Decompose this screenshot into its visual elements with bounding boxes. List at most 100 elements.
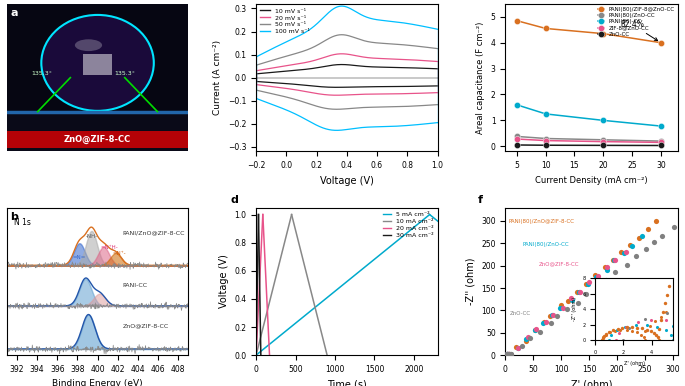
Point xyxy=(591,273,602,279)
Point xyxy=(501,352,512,358)
Point xyxy=(593,273,603,279)
Point xyxy=(525,335,536,341)
PANI(80)/ZIF-8@ZnO-CC xyxy=(657,41,665,45)
Point xyxy=(650,218,661,224)
Point xyxy=(506,352,516,358)
Text: 82.4%: 82.4% xyxy=(621,20,658,41)
Text: =N⁺-: =N⁺- xyxy=(112,252,126,257)
Point xyxy=(501,351,512,357)
Point xyxy=(502,351,513,357)
Text: d: d xyxy=(231,195,238,205)
Point xyxy=(633,235,644,242)
Point xyxy=(625,242,636,249)
Text: 135.3°: 135.3° xyxy=(31,71,52,76)
Point xyxy=(502,352,513,358)
Point xyxy=(501,351,512,357)
Point xyxy=(500,352,511,358)
Point xyxy=(602,264,613,270)
PANI(80)-CC xyxy=(542,112,550,116)
Point xyxy=(501,352,512,358)
PANI(80)/ZIF-8@ZnO-CC xyxy=(513,19,521,23)
Point xyxy=(506,351,516,357)
Point xyxy=(627,243,638,249)
Point xyxy=(501,351,512,357)
Legend: 5 mA cm⁻², 10 mA cm⁻², 20 mA cm⁻², 30 mA cm⁻²: 5 mA cm⁻², 10 mA cm⁻², 20 mA cm⁻², 30 mA… xyxy=(382,211,434,239)
Point xyxy=(589,271,600,278)
Point xyxy=(608,257,619,263)
Point xyxy=(503,352,514,358)
Y-axis label: Intensity (a. u.): Intensity (a. u.) xyxy=(0,247,1,316)
Point xyxy=(562,306,573,312)
Line: PANI(80)/ZIF-8@ZnO-CC: PANI(80)/ZIF-8@ZnO-CC xyxy=(514,18,664,46)
Bar xyxy=(7,112,188,151)
Text: f: f xyxy=(477,195,483,205)
PANI(80)-CC xyxy=(513,103,521,107)
Point xyxy=(567,296,578,303)
Point xyxy=(504,352,515,358)
Point xyxy=(640,246,651,252)
PANI(80)-CC xyxy=(599,118,608,123)
Point xyxy=(608,257,619,263)
Point xyxy=(503,351,514,357)
Point xyxy=(504,352,515,358)
Text: ZnO-CC: ZnO-CC xyxy=(510,311,531,316)
Point xyxy=(599,264,610,270)
Point xyxy=(669,224,680,230)
Point xyxy=(583,281,594,287)
PANI(80)-CC xyxy=(657,124,665,129)
Point xyxy=(643,226,654,232)
Point xyxy=(593,283,603,289)
Point xyxy=(616,249,627,255)
Point xyxy=(649,239,660,245)
Point xyxy=(503,350,514,357)
Point xyxy=(601,266,612,273)
Legend: 10 mV s⁻¹, 20 mV s⁻¹, 50 mV s⁻¹, 100 mV s⁻¹: 10 mV s⁻¹, 20 mV s⁻¹, 50 mV s⁻¹, 100 mV … xyxy=(259,7,311,36)
Point xyxy=(547,312,558,318)
PANI(80)/ZIF-8@ZnO-CC xyxy=(542,26,550,31)
Point xyxy=(501,352,512,358)
Point xyxy=(621,249,632,255)
Point xyxy=(502,351,513,357)
Point xyxy=(501,352,512,358)
Text: N 1s: N 1s xyxy=(14,218,31,227)
Text: PANI/ZnO@ZIF-8-CC: PANI/ZnO@ZIF-8-CC xyxy=(123,230,185,235)
Point xyxy=(621,262,632,268)
Point xyxy=(503,351,514,357)
Line: ZIF-8@ZnO-CC: ZIF-8@ZnO-CC xyxy=(514,136,664,146)
Point xyxy=(523,334,534,340)
Point xyxy=(572,289,583,295)
X-axis label: Z' (ohm): Z' (ohm) xyxy=(571,379,612,386)
Point xyxy=(503,351,514,357)
ZnO-CC xyxy=(542,143,550,147)
Point xyxy=(581,291,592,297)
Line: PANI(80)-CC: PANI(80)-CC xyxy=(514,102,664,129)
Point xyxy=(600,277,611,283)
Point xyxy=(503,351,514,357)
Point xyxy=(584,279,595,286)
X-axis label: Voltage (V): Voltage (V) xyxy=(320,176,374,186)
Text: e: e xyxy=(477,0,485,1)
Point xyxy=(501,352,512,358)
Text: PANI-CC: PANI-CC xyxy=(123,283,148,288)
Point xyxy=(531,326,542,332)
Point xyxy=(516,342,527,349)
Line: PANI(80)/ZnO-CC: PANI(80)/ZnO-CC xyxy=(514,133,664,144)
ZIF-8@ZnO-CC xyxy=(657,140,665,145)
ZIF-8@ZnO-CC xyxy=(513,137,521,141)
ZIF-8@ZnO-CC xyxy=(542,138,550,143)
ZnO-CC xyxy=(513,143,521,147)
Point xyxy=(500,352,511,358)
Point xyxy=(573,300,584,306)
Point xyxy=(563,298,574,304)
Point xyxy=(503,351,514,357)
Point xyxy=(610,257,621,263)
Point xyxy=(506,351,516,357)
Point xyxy=(566,295,577,301)
Point xyxy=(574,289,585,295)
PANI(80)/ZnO-CC xyxy=(542,136,550,141)
Point xyxy=(630,252,641,259)
Point xyxy=(501,351,512,357)
Y-axis label: Current (A cm⁻²): Current (A cm⁻²) xyxy=(213,40,223,115)
ZnO-CC xyxy=(657,143,665,148)
Point xyxy=(502,352,513,358)
